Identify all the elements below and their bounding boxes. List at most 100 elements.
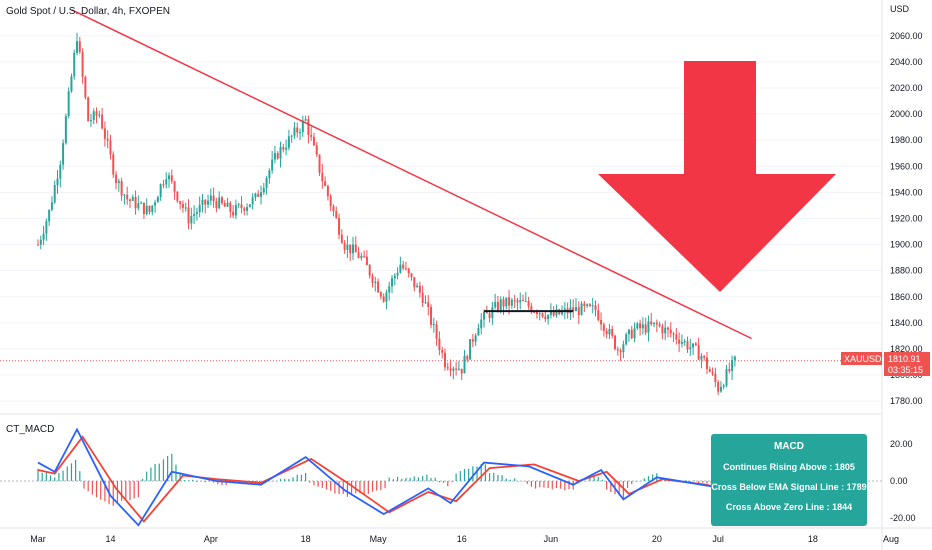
candle-body[interactable] (552, 311, 555, 316)
candle-body[interactable] (469, 339, 472, 360)
candle-body[interactable] (418, 285, 421, 293)
candle-body[interactable] (427, 302, 430, 307)
candle-body[interactable] (424, 302, 427, 304)
candle-body[interactable] (84, 76, 87, 98)
candle-body[interactable] (374, 281, 377, 283)
candle-body[interactable] (549, 311, 552, 315)
candle-body[interactable] (237, 204, 240, 206)
candle-body[interactable] (170, 175, 173, 182)
candle-body[interactable] (591, 305, 594, 307)
candle-body[interactable] (329, 196, 332, 207)
candle-body[interactable] (148, 205, 151, 213)
candle-body[interactable] (240, 204, 243, 209)
candle-body[interactable] (680, 341, 683, 344)
candle-body[interactable] (265, 178, 268, 188)
candle-body[interactable] (318, 154, 321, 173)
macd-layer[interactable] (0, 427, 882, 527)
candle-body[interactable] (48, 209, 51, 222)
candle-body[interactable] (636, 323, 639, 329)
candle-body[interactable] (510, 299, 513, 306)
candle-body[interactable] (530, 306, 533, 312)
candle-body[interactable] (396, 272, 399, 276)
candle-body[interactable] (215, 201, 218, 208)
candle-body[interactable] (184, 207, 187, 209)
candle-body[interactable] (321, 172, 324, 182)
candle-body[interactable] (494, 302, 497, 308)
candle-body[interactable] (588, 304, 591, 306)
candle-body[interactable] (156, 197, 159, 203)
candle-body[interactable] (700, 355, 703, 360)
candle-body[interactable] (301, 120, 304, 133)
candle-body[interactable] (675, 334, 678, 340)
candle-body[interactable] (666, 327, 669, 330)
candle-body[interactable] (70, 76, 73, 92)
candle-body[interactable] (574, 307, 577, 312)
candle-body[interactable] (625, 334, 628, 345)
candle-body[interactable] (268, 170, 271, 179)
candle-body[interactable] (142, 202, 145, 215)
candle-body[interactable] (340, 234, 343, 243)
candle-body[interactable] (50, 202, 53, 210)
candle-body[interactable] (81, 51, 84, 77)
candle-body[interactable] (162, 184, 165, 186)
candle-body[interactable] (650, 321, 653, 325)
candle-body[interactable] (223, 203, 226, 207)
candle-body[interactable] (410, 273, 413, 278)
candle-body[interactable] (165, 179, 168, 185)
candle-body[interactable] (115, 174, 118, 184)
candle-body[interactable] (234, 204, 237, 216)
candle-body[interactable] (248, 204, 251, 208)
candle-body[interactable] (438, 338, 441, 350)
candle-body[interactable] (594, 305, 597, 311)
candle-body[interactable] (307, 119, 310, 136)
candle-body[interactable] (719, 386, 722, 392)
candle-body[interactable] (365, 256, 368, 266)
candle-body[interactable] (605, 330, 608, 335)
candle-body[interactable] (586, 304, 589, 307)
candle-body[interactable] (619, 350, 622, 353)
candle-body[interactable] (287, 136, 290, 148)
candle-body[interactable] (212, 195, 215, 202)
candle-body[interactable] (421, 292, 424, 304)
candle-body[interactable] (597, 310, 600, 320)
candle-body[interactable] (402, 264, 405, 269)
candle-body[interactable] (154, 202, 157, 206)
candle-body[interactable] (697, 345, 700, 360)
candle-body[interactable] (655, 322, 658, 325)
candle-body[interactable] (443, 352, 446, 368)
candle-body[interactable] (404, 268, 407, 270)
candle-body[interactable] (446, 367, 449, 369)
candle-body[interactable] (254, 193, 257, 198)
candle-body[interactable] (639, 323, 642, 329)
candle-body[interactable] (343, 242, 346, 250)
candle-body[interactable] (496, 302, 499, 310)
candle-body[interactable] (471, 339, 474, 342)
candle-body[interactable] (290, 135, 293, 137)
candle-body[interactable] (502, 299, 505, 307)
candle-body[interactable] (351, 244, 354, 254)
candle-body[interactable] (602, 324, 605, 331)
candle-body[interactable] (176, 191, 179, 202)
candle-body[interactable] (505, 297, 508, 307)
candle-body[interactable] (678, 339, 681, 344)
candle-body[interactable] (89, 120, 92, 122)
candle-body[interactable] (377, 281, 380, 293)
candle-body[interactable] (64, 116, 67, 144)
candle-body[interactable] (533, 311, 536, 313)
time-axis[interactable]: Mar 14 Apr 18 May 16 Jun 20 Jul 18 Aug (30, 534, 899, 544)
candle-body[interactable] (622, 344, 625, 353)
candle-body[interactable] (39, 239, 42, 245)
candle-body[interactable] (123, 194, 126, 196)
candle-body[interactable] (499, 299, 502, 310)
candle-body[interactable] (653, 322, 656, 325)
candle-body[interactable] (474, 335, 477, 342)
candle-body[interactable] (555, 309, 558, 316)
candle-body[interactable] (672, 333, 675, 335)
candle-body[interactable] (485, 312, 488, 314)
candle-body[interactable] (614, 335, 617, 349)
candle-body[interactable] (432, 324, 435, 326)
candle-body[interactable] (56, 178, 59, 186)
candle-body[interactable] (391, 278, 394, 287)
candle-body[interactable] (725, 369, 728, 386)
